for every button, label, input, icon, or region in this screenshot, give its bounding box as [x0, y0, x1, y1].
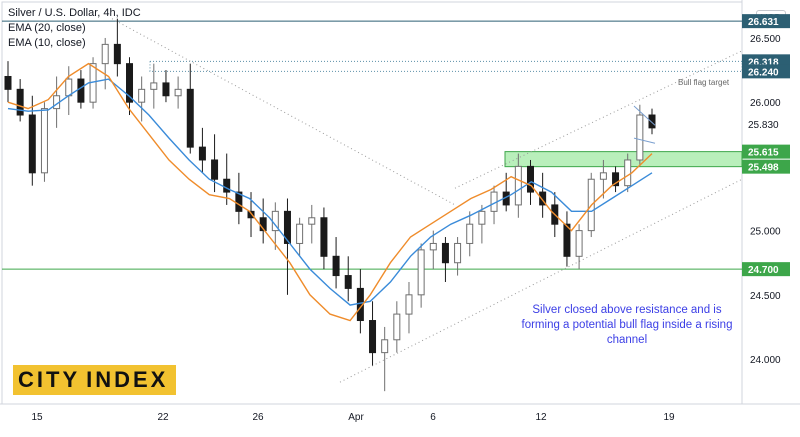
channel-lower-trendline — [339, 178, 743, 383]
candle-body — [369, 320, 377, 354]
resistance-zone — [504, 151, 743, 168]
candle-body — [405, 294, 413, 315]
candle-body — [539, 191, 547, 206]
candle-body — [599, 172, 607, 180]
bull-flag-lower — [633, 137, 656, 144]
candle-body — [344, 275, 352, 289]
candle-body — [223, 178, 231, 193]
candle-body — [40, 108, 48, 174]
candle-body — [563, 223, 571, 257]
ema20-label: EMA (20, close) — [8, 22, 86, 34]
ema10-line — [7, 62, 653, 322]
candle-body — [526, 165, 534, 193]
candle-body — [575, 230, 583, 257]
y-tick-label: 25.000 — [750, 227, 781, 238]
y-tick-label: 26.500 — [750, 34, 781, 45]
candle-body — [296, 223, 304, 244]
price-level-label: 25.615 — [748, 148, 779, 159]
candle-body — [429, 242, 437, 251]
logo-word1: CITY — [18, 367, 81, 392]
candle-body — [417, 249, 425, 296]
price-level-label: 25.498 — [748, 163, 779, 174]
bull-flag-target-zone — [149, 60, 743, 72]
price-level-label: 26.240 — [748, 67, 779, 78]
bull-flag-target-label: Bull flag target — [678, 78, 730, 87]
candle-body — [466, 223, 474, 244]
channel-upper-trendline — [454, 50, 743, 189]
candle-body — [612, 172, 620, 187]
price-level-box — [742, 159, 790, 174]
candle-body — [454, 242, 462, 264]
price-level-box — [742, 262, 790, 277]
x-tick-label: 26 — [252, 412, 264, 423]
ema10-label: EMA (10, close) — [8, 37, 86, 49]
price-level-label: 24.700 — [748, 265, 779, 276]
bull-flag-upper — [633, 105, 656, 126]
price-level-box — [742, 14, 790, 29]
candle-body — [4, 75, 12, 90]
chart-title: Silver / U.S. Dollar, 4h, IDC — [8, 7, 141, 19]
candle-body — [283, 210, 291, 244]
y-tick-label: 24.500 — [750, 291, 781, 302]
candle-body — [150, 82, 158, 90]
candle-body — [65, 78, 73, 97]
candle-body — [381, 339, 389, 354]
ema20-line — [7, 78, 653, 306]
y-tick-label: 24.000 — [750, 355, 781, 366]
x-tick-label: 19 — [663, 412, 675, 423]
x-tick-label: 12 — [535, 412, 547, 423]
candle-body — [648, 114, 656, 129]
candle-body — [636, 114, 644, 161]
y-tick-label: 26.000 — [750, 98, 781, 109]
price-level-label: 26.318 — [748, 57, 779, 68]
candle-body — [113, 43, 121, 65]
candle-body — [16, 88, 24, 116]
candle-body — [198, 146, 206, 161]
candle-body — [320, 217, 328, 257]
candle-body — [174, 88, 182, 97]
x-tick-label: Apr — [348, 412, 364, 423]
price-level-box — [742, 144, 790, 159]
candle-body — [332, 255, 340, 277]
price-level-label: 26.631 — [748, 17, 779, 28]
candle-body — [308, 217, 316, 225]
candle-body — [28, 114, 36, 174]
price-level-box — [742, 64, 790, 79]
candle-body — [101, 43, 109, 65]
logo-word2: INDEX — [86, 367, 169, 392]
price-level-label: 25.830 — [748, 120, 779, 131]
candle-body — [138, 88, 146, 103]
candle-body — [162, 82, 170, 97]
candle-body — [186, 88, 194, 148]
annotation-text: Silver closed above resistance and is fo… — [521, 304, 733, 346]
candle-body — [77, 78, 85, 103]
candle-body — [624, 159, 632, 187]
descending-trendline — [111, 18, 456, 206]
candle-body — [211, 159, 219, 180]
city-index-logo: CITY INDEX — [13, 365, 177, 395]
x-tick-label: 22 — [157, 412, 169, 423]
chart-legend: Silver / U.S. Dollar, 4h, IDC EMA (20, c… — [8, 6, 141, 51]
candle-body — [393, 313, 401, 341]
candle-body — [478, 210, 486, 225]
candle-body — [247, 210, 255, 219]
x-tick-label: 6 — [430, 412, 436, 423]
candle-body — [441, 242, 449, 264]
candle-body — [514, 165, 522, 206]
x-tick-label: 15 — [31, 412, 43, 423]
candle-body — [126, 63, 134, 103]
candle-body — [235, 191, 243, 212]
